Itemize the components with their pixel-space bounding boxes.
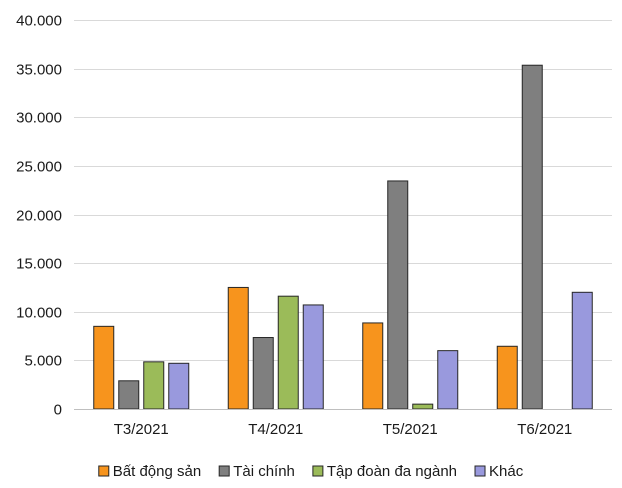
y-tick-label: 20.000 [16,208,62,225]
y-axis-ticks: 0 5.000 10.000 15.000 20.000 25.000 30.000 35.0… [16,13,62,419]
x-tick-label: T4/2021 [248,421,303,438]
bar [302,304,324,410]
bars [93,64,593,410]
legend-label: Bất động sản [113,463,201,480]
bar [227,286,249,410]
gridlines [74,20,612,361]
legend-swatch [98,465,110,477]
bar [252,337,274,410]
x-tick-label: T5/2021 [383,421,438,438]
bar [496,345,518,410]
legend-item: Khác [474,463,524,480]
bar [143,361,165,410]
legend: Bất động sản Tài chính Tập đoàn đa ngành Kh… [98,463,524,480]
legend-label: Tài chính [233,463,295,480]
legend-item: Bất động sản [98,463,201,480]
bar [437,350,459,410]
legend-swatch [474,465,486,477]
x-axis-ticks: T3/2021 T4/2021 T5/2021 T6/2021 [114,421,573,438]
legend-item: Tập đoàn đa ngành [312,463,457,480]
bar [93,325,115,410]
legend-item: Tài chính [218,463,295,480]
legend-swatch [312,465,324,477]
y-tick-label: 25.000 [16,159,62,176]
y-tick-label: 35.000 [16,62,62,79]
bar [362,322,384,410]
y-tick-label: 40.000 [16,13,62,30]
legend-label: Khác [489,463,524,480]
bar [168,362,190,410]
bar [521,64,543,410]
y-tick-label: 5.000 [24,353,62,370]
y-tick-label: 10.000 [16,305,62,322]
legend-label: Tập đoàn đa ngành [327,463,457,480]
y-tick-label: 30.000 [16,110,62,127]
bar [387,180,409,410]
bar [412,403,434,410]
bar [277,295,299,410]
bar [118,380,140,410]
y-tick-label: 15.000 [16,256,62,273]
bar [571,291,593,410]
x-tick-label: T3/2021 [114,421,169,438]
x-tick-label: T6/2021 [517,421,572,438]
y-tick-label: 0 [54,402,62,419]
legend-swatch [218,465,230,477]
